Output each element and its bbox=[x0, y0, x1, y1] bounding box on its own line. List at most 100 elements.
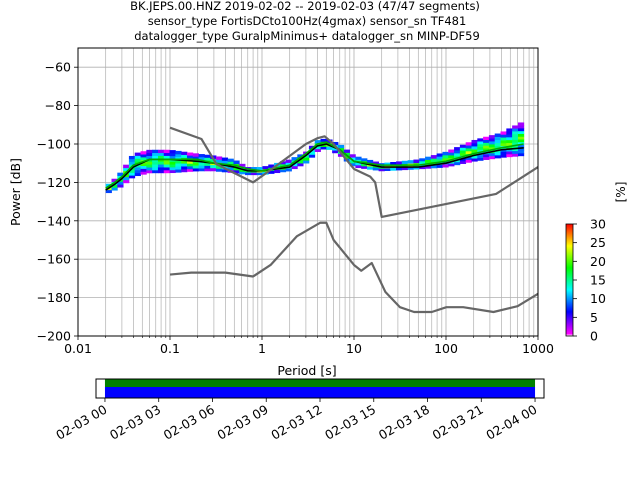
ppsd-cell bbox=[146, 152, 153, 157]
ppsd-cell bbox=[250, 172, 258, 176]
ppsd-cell bbox=[465, 142, 472, 146]
ppsd-cell bbox=[401, 160, 409, 165]
ppsd-cell bbox=[210, 167, 217, 172]
ppsd-cell bbox=[506, 134, 513, 138]
ppsd-cell bbox=[390, 162, 397, 166]
ppsd-cell bbox=[517, 125, 525, 129]
ppsd-cell bbox=[483, 145, 490, 149]
colorbar-tick-label: 25 bbox=[590, 235, 606, 250]
ppsd-cell bbox=[454, 161, 461, 166]
ppsd-cell bbox=[117, 184, 124, 188]
ppsd-cell bbox=[181, 166, 188, 170]
ppsd-cell bbox=[146, 155, 153, 159]
timeline-tick-label: 02-03 15 bbox=[322, 402, 378, 443]
y-tick-label: −200 bbox=[37, 329, 71, 344]
ppsd-cell bbox=[448, 149, 455, 153]
timeline-tick-label: 02-03 18 bbox=[376, 402, 432, 443]
ppsd-cell bbox=[459, 160, 467, 164]
curve-lines bbox=[105, 126, 539, 314]
ppsd-cell bbox=[425, 165, 432, 169]
ppsd-cell bbox=[332, 141, 339, 146]
ppsd-cell bbox=[355, 162, 362, 166]
ppsd-cell bbox=[500, 151, 507, 155]
ppsd-cell bbox=[349, 154, 356, 158]
ppsd-cell bbox=[192, 168, 199, 172]
colorbar-tick-label: 10 bbox=[590, 291, 606, 306]
ppsd-cell bbox=[123, 173, 130, 178]
ppsd-cell bbox=[192, 162, 199, 166]
ppsd-cell bbox=[314, 140, 321, 144]
ppsd-cell bbox=[198, 154, 205, 158]
ppsd-cell bbox=[140, 151, 147, 155]
ppsd-cell bbox=[436, 153, 443, 157]
ppsd-cell bbox=[442, 154, 449, 159]
colorbar: 0 5 10 15 20 25 30 [%] bbox=[565, 182, 628, 344]
ppsd-cell bbox=[186, 163, 194, 167]
ppsd-cell bbox=[366, 159, 374, 164]
ppsd-cell bbox=[477, 143, 484, 148]
ppsd-cell bbox=[297, 154, 304, 158]
ppsd-cell bbox=[163, 167, 170, 171]
ppsd-cell bbox=[517, 122, 525, 126]
ppsd-cell bbox=[477, 154, 484, 159]
ppsd-cell bbox=[361, 165, 368, 169]
ppsd-cell bbox=[181, 163, 188, 167]
ppsd-cell bbox=[465, 145, 472, 149]
ppsd-cell bbox=[372, 161, 379, 165]
ppsd-cell bbox=[506, 139, 513, 144]
ppsd-cell bbox=[239, 168, 246, 172]
ppsd-cell bbox=[152, 155, 159, 159]
ppsd-cell bbox=[448, 152, 455, 156]
ppsd-cell bbox=[175, 160, 182, 164]
ppsd-cell bbox=[111, 184, 118, 188]
ppsd-cell bbox=[512, 131, 519, 135]
ppsd-cell bbox=[227, 166, 234, 171]
x-tick-label: 0.01 bbox=[64, 341, 92, 356]
ppsd-cell bbox=[442, 164, 449, 168]
ppsd-cell bbox=[204, 165, 211, 169]
ppsd-cell bbox=[506, 136, 513, 141]
ppsd-cell bbox=[233, 169, 240, 174]
ppsd-cell bbox=[186, 155, 194, 159]
ppsd-cell bbox=[425, 159, 432, 163]
ppsd-cell bbox=[459, 150, 467, 154]
ppsd-cell bbox=[483, 148, 490, 152]
ppsd-cell bbox=[186, 160, 194, 164]
ppsd-cell bbox=[297, 163, 304, 167]
ppsd-cell bbox=[343, 155, 350, 159]
ppsd-cell bbox=[320, 138, 327, 142]
ppsd-cell bbox=[337, 144, 345, 149]
ppsd-cell bbox=[512, 139, 519, 143]
ppsd-cell bbox=[500, 131, 507, 135]
ppsd-cell bbox=[303, 160, 310, 164]
ppsd-cell bbox=[349, 157, 356, 161]
ppsd-cell bbox=[157, 169, 165, 174]
y-tick-label: −60 bbox=[45, 60, 71, 75]
ppsd-plot: 0.01 0.1 1 10 100 1000 −60 −80 −100 −120 −140 −160… bbox=[8, 47, 554, 378]
colorbar-gradient bbox=[565, 223, 574, 337]
timeline-processed-bar bbox=[104, 379, 536, 387]
ppsd-cell bbox=[134, 166, 141, 171]
ppsd-cell bbox=[111, 178, 118, 182]
ppsd-cell bbox=[320, 146, 327, 150]
ppsd-cell bbox=[216, 165, 223, 169]
ppsd-cell bbox=[332, 150, 339, 154]
ppsd-cell bbox=[198, 162, 205, 166]
ppsd-cell bbox=[396, 161, 403, 165]
ppsd-cell bbox=[146, 161, 153, 165]
ppsd-cell bbox=[459, 144, 467, 148]
ppsd-cell bbox=[105, 189, 112, 194]
ppsd-cell bbox=[169, 161, 176, 165]
ppsd-cell bbox=[181, 168, 188, 173]
ppsd-cell bbox=[163, 169, 170, 174]
ppsd-cell bbox=[506, 153, 513, 158]
ppsd-cell bbox=[274, 169, 281, 174]
colorbar-tick-label: 15 bbox=[590, 273, 606, 288]
colorbar-tick-label: 0 bbox=[590, 329, 598, 344]
y-tick-label: −100 bbox=[37, 137, 71, 152]
ppsd-cell bbox=[500, 154, 507, 158]
ppsd-cell bbox=[361, 158, 368, 162]
ppsd-cell bbox=[500, 134, 507, 138]
ppsd-cell bbox=[343, 152, 350, 156]
